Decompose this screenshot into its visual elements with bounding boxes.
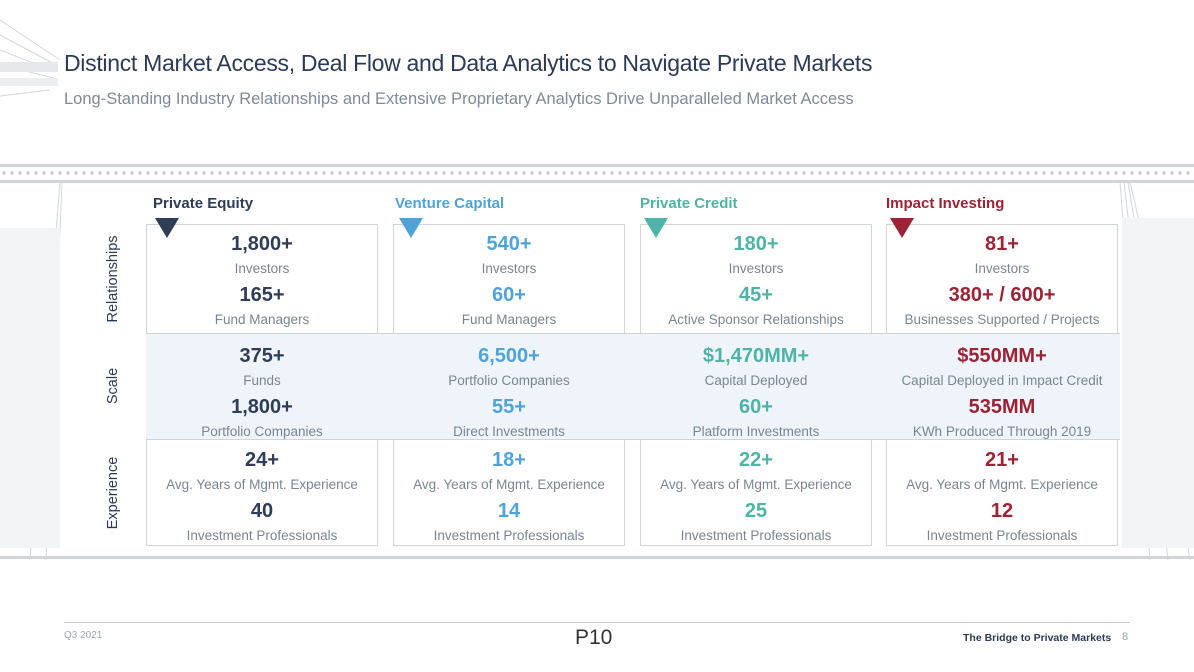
metric: 375+ Funds [239, 345, 285, 388]
row-label-scale: Scale [105, 367, 121, 405]
metric: 25 Investment Professionals [680, 500, 832, 543]
page-title: Distinct Market Access, Deal Flow and Da… [64, 50, 873, 76]
metric: 180+ Investors [728, 233, 784, 276]
page-subtitle: Long-Standing Industry Relationships and… [64, 90, 854, 108]
col-header-private-equity: Private Equity [153, 195, 254, 212]
metric: 535MM KWh Produced Through 2019 [912, 396, 1092, 439]
metric: 18+ Avg. Years of Mgmt. Experience [413, 449, 605, 492]
row-label-relationships: Relationships [105, 234, 121, 323]
left-background [0, 228, 60, 548]
metric: $550MM+ Capital Deployed in Impact Credi… [901, 345, 1103, 388]
triangle-venture-capital [399, 218, 423, 238]
footer-page-number: 8 [1122, 631, 1129, 643]
divider-relationships-scale [146, 333, 1120, 334]
triangle-private-equity [155, 218, 179, 238]
metric: 1,800+ Investors [231, 233, 293, 276]
metric: 1,800+ Portfolio Companies [201, 396, 323, 439]
band-bottom-line [0, 180, 1194, 183]
metric: $1,470MM+ Capital Deployed [702, 345, 810, 388]
divider-scale-experience [146, 439, 1120, 440]
metric: 540+ Investors [481, 233, 537, 276]
metric: 22+ Avg. Years of Mgmt. Experience [660, 449, 852, 492]
footer-date: Q3 2021 [64, 630, 103, 641]
metric: 81+ Investors [974, 233, 1030, 276]
metric: 12 Investment Professionals [926, 500, 1078, 543]
metric: 380+ / 600+ Businesses Supported / Proje… [904, 284, 1100, 327]
metric: 55+ Direct Investments [453, 396, 565, 439]
metric: 14 Investment Professionals [433, 500, 585, 543]
metric: 165+ Fund Managers [214, 284, 310, 327]
col-header-venture-capital: Venture Capital [395, 195, 505, 212]
scale-band [146, 333, 1120, 439]
band-top-line [0, 164, 1194, 167]
footer-brand: The Bridge to Private Markets [963, 632, 1112, 644]
metric: 40 Investment Professionals [186, 500, 338, 543]
band-dots [0, 170, 1194, 176]
metric: 21+ Avg. Years of Mgmt. Experience [906, 449, 1098, 492]
footer-page-code: P10 [575, 626, 613, 649]
metric: 24+ Avg. Years of Mgmt. Experience [166, 449, 358, 492]
bottom-band-line [0, 556, 1194, 559]
footer-divider [64, 622, 1130, 623]
triangle-impact-investing [890, 218, 914, 238]
col-header-private-credit: Private Credit [640, 195, 738, 212]
metric: 60+ Fund Managers [461, 284, 557, 327]
right-background [1122, 218, 1194, 548]
metric: 60+ Platform Investments [692, 396, 820, 439]
metric: 6,500+ Portfolio Companies [448, 345, 570, 388]
metric: 45+ Active Sponsor Relationships [668, 284, 844, 327]
row-label-experience: Experience [105, 456, 121, 529]
triangle-private-credit [644, 218, 668, 238]
col-header-impact-investing: Impact Investing [886, 195, 1005, 212]
